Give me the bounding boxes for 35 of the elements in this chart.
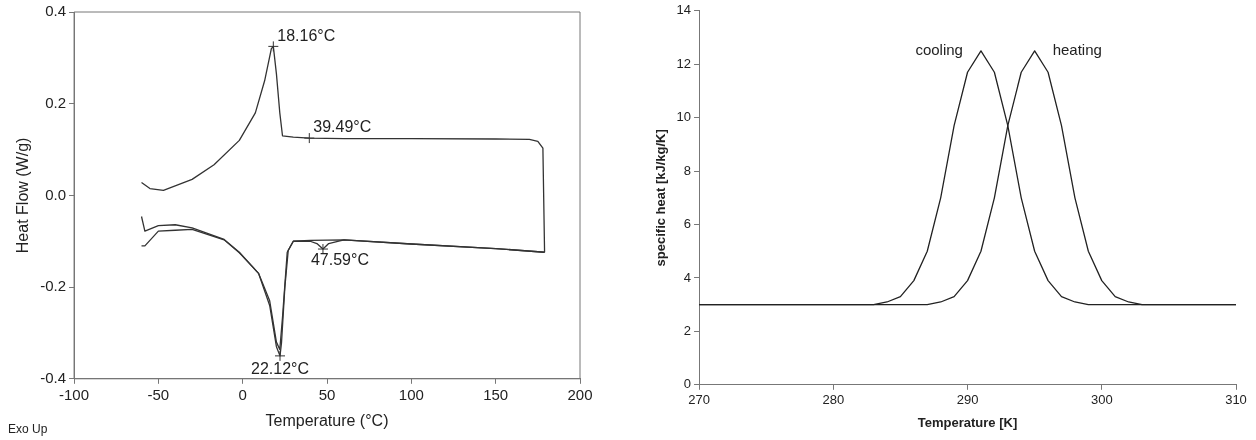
annotation: 18.16°C [277,26,336,44]
x-tick-label: 280 [822,392,845,408]
series-label: cooling [915,41,963,59]
x-tick-label: 290 [956,392,979,408]
y-tick-label: 6 [683,216,692,232]
x-tick-label: 50 [318,385,336,403]
annotation: 47.59°C [310,251,369,269]
y-tick-label: 8 [683,162,692,178]
series-label: heating [1052,41,1102,59]
x-axis-title: Temperature (°C) [265,411,389,429]
x-tick-label: 100 [398,385,424,403]
annotation: 39.49°C [313,118,372,136]
y-tick-label: 0.0 [45,185,67,203]
y-tick-label: -0.4 [40,368,67,386]
x-tick-label: 270 [688,392,710,408]
x-tick-label: 300 [1090,392,1113,408]
text: Exo Up [8,422,48,437]
y-axis-title: specific heat [kJ/kg/K] [653,129,669,267]
y-tick-label: -0.2 [40,277,67,295]
x-tick-label: 310 [1225,392,1247,408]
y-tick-label: 4 [683,269,692,285]
x-tick-label: 0 [238,385,247,403]
x-tick-label: -50 [147,385,170,403]
y-tick-label: 12 [676,55,692,71]
annotation: 22.12°C [251,360,309,378]
y-tick-label: 0.2 [45,93,67,111]
y-axis-title: Heat Flow (W/g) [14,137,32,254]
x-tick-label: 150 [483,385,509,403]
y-tick-label: 0.4 [45,2,67,20]
y-tick-label: 2 [683,322,692,338]
y-tick-label: 14 [676,2,692,18]
x-tick-label: -100 [59,385,90,403]
x-axis-title: Temperature [K] [917,414,1018,430]
y-tick-label: 10 [676,109,692,125]
x-tick-label: 200 [567,385,593,403]
